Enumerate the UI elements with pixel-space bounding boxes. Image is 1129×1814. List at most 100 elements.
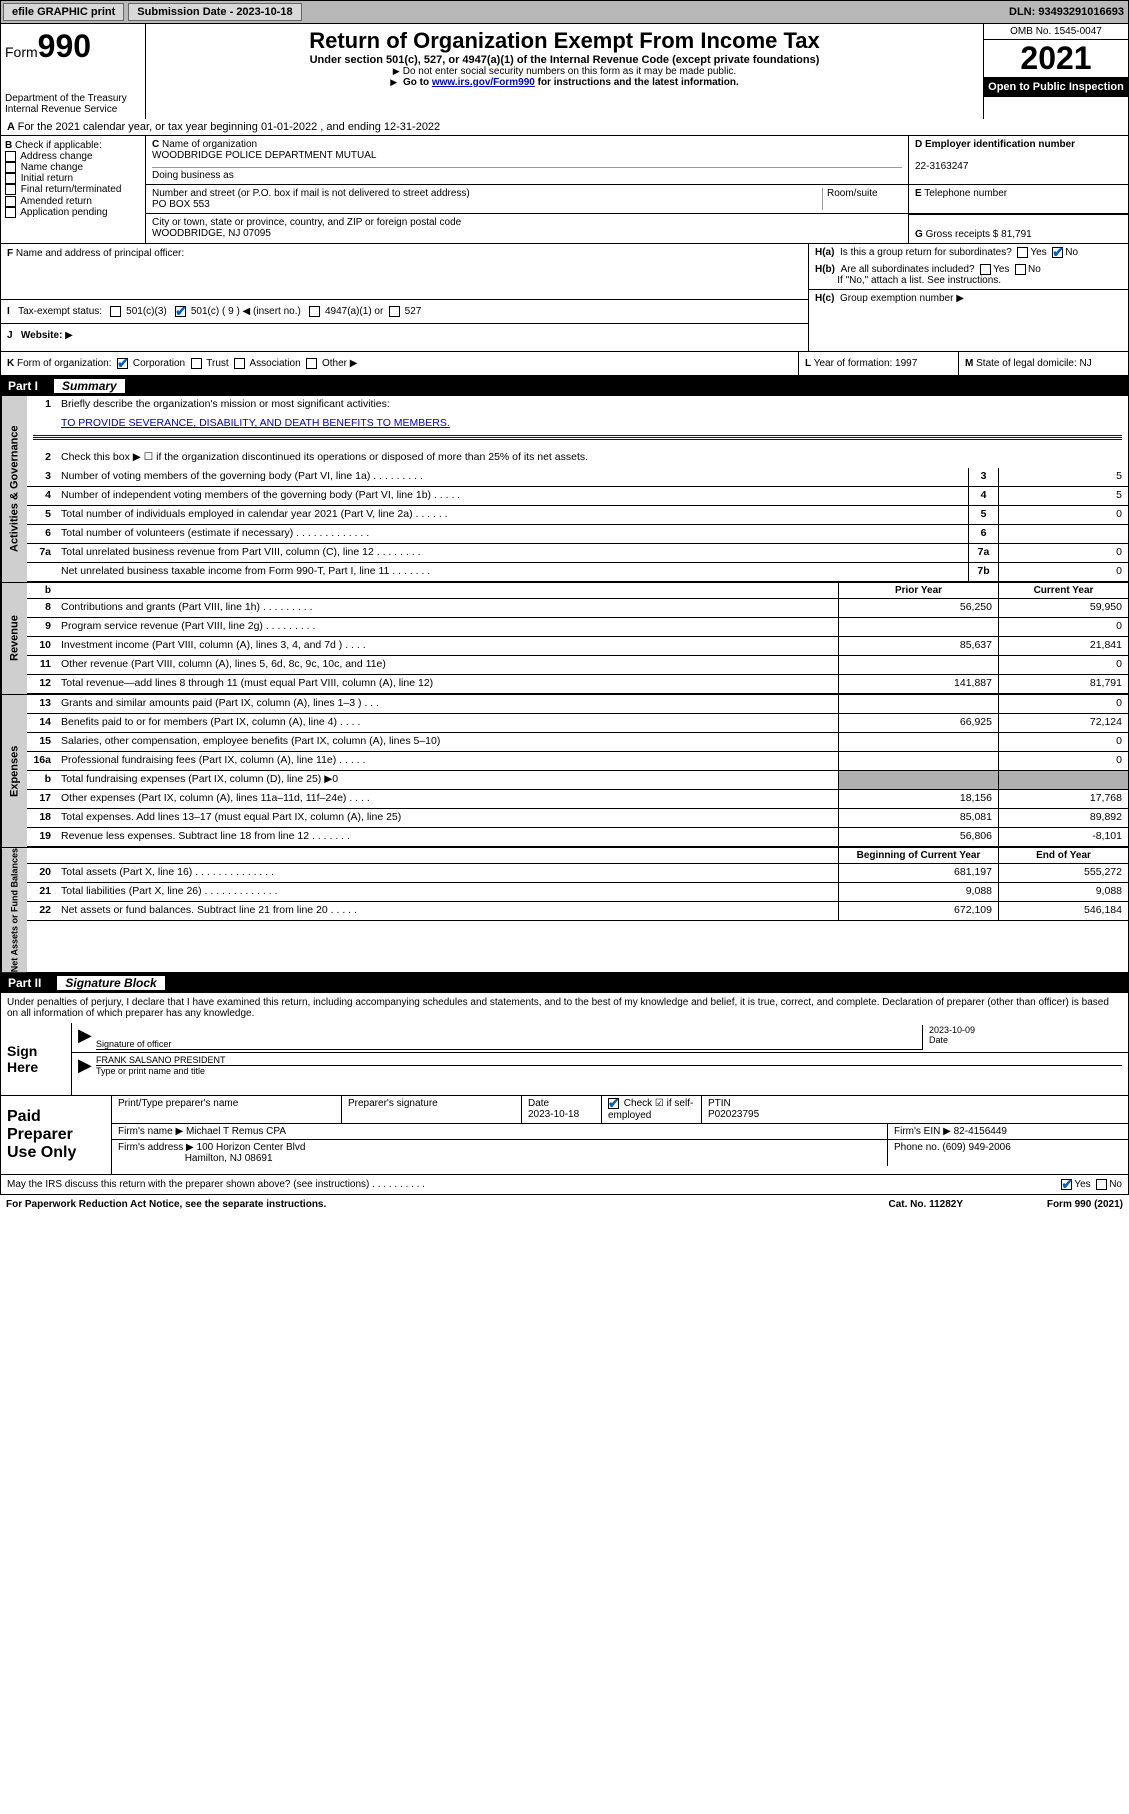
mission-text: TO PROVIDE SEVERANCE, DISABILITY, AND DE… [61, 417, 450, 429]
ha-text: Is this a group return for subordinates? [840, 247, 1012, 258]
i-opt-2: 4947(a)(1) or [325, 306, 383, 317]
rev-line: 9Program service revenue (Part VIII, lin… [27, 618, 1128, 637]
net-line: 20Total assets (Part X, line 16) . . . .… [27, 864, 1128, 883]
section-bcd: B Check if applicable: Address change Na… [0, 136, 1129, 244]
l-lead: L [805, 358, 811, 369]
k-opt-1: Trust [206, 358, 228, 369]
checkbox-discuss-no[interactable] [1096, 1179, 1107, 1190]
ha-yes: Yes [1030, 247, 1046, 258]
checkbox-ha-yes[interactable] [1017, 247, 1028, 258]
efile-button[interactable]: efile GRAPHIC print [3, 3, 124, 21]
instructions-link[interactable]: www.irs.gov/Form990 [432, 77, 535, 88]
cat-no: Cat. No. 11282Y [889, 1199, 963, 1210]
hb-yes: Yes [993, 264, 1009, 275]
hdr-end: End of Year [998, 848, 1128, 863]
date-label: Date [929, 1035, 948, 1045]
b-item-2: Initial return [21, 173, 73, 184]
paid-prep-label: Paid Preparer Use Only [1, 1096, 111, 1174]
revenue-section: Revenue bPrior YearCurrent Year 8Contrib… [0, 583, 1129, 695]
checkbox-527[interactable] [389, 306, 400, 317]
checkbox-hb-yes[interactable] [980, 264, 991, 275]
note-link: Go to www.irs.gov/Form990 for instructio… [150, 77, 979, 88]
rev-line: 11Other revenue (Part VIII, column (A), … [27, 656, 1128, 675]
paid-preparer-block: Paid Preparer Use Only Print/Type prepar… [0, 1096, 1129, 1175]
checkbox-address-change[interactable] [5, 151, 16, 162]
exp-line: bTotal fundraising expenses (Part IX, co… [27, 771, 1128, 790]
checkbox-app-pending[interactable] [5, 207, 16, 218]
hb-row: H(b) Are all subordinates included? Yes … [809, 261, 1128, 289]
omb-number: OMB No. 1545-0047 [984, 24, 1128, 40]
checkbox-discuss-yes[interactable] [1061, 1179, 1072, 1190]
discuss-yes: Yes [1074, 1179, 1090, 1190]
tel-label: Telephone number [924, 188, 1007, 199]
rev-line: 10Investment income (Part VIII, column (… [27, 637, 1128, 656]
submission-date-button[interactable]: Submission Date - 2023-10-18 [128, 3, 301, 21]
l-label: Year of formation: 1997 [814, 358, 918, 369]
checkbox-501c[interactable] [175, 306, 186, 317]
m-lead: M [965, 358, 973, 369]
city-value: WOODBRIDGE, NJ 07095 [152, 228, 271, 239]
exp-line: 19Revenue less expenses. Subtract line 1… [27, 828, 1128, 847]
officer-name: FRANK SALSANO PRESIDENT [96, 1055, 226, 1065]
checkbox-4947[interactable] [309, 306, 320, 317]
ptin-label: PTIN [708, 1098, 731, 1109]
j-lead: J [7, 330, 13, 341]
checkbox-other[interactable] [306, 358, 317, 369]
e-lead: E [915, 188, 922, 199]
note2-pre: Go to [403, 77, 432, 88]
phone-value: (609) 949-2006 [942, 1142, 1010, 1153]
hc-text: Group exemption number [840, 293, 953, 304]
row-a: A For the 2021 calendar year, or tax yea… [0, 119, 1129, 136]
vlabel-expenses: Expenses [1, 695, 27, 847]
section-klm: K Form of organization: Corporation Trus… [0, 352, 1129, 376]
net-assets-section: Net Assets or Fund Balances Beginning of… [0, 848, 1129, 973]
sig-officer-label: Signature of officer [96, 1025, 922, 1050]
checkbox-assoc[interactable] [234, 358, 245, 369]
note2-post: for instructions and the latest informat… [535, 77, 739, 88]
b-item-0: Address change [20, 151, 92, 162]
part1-header: Part I Summary [0, 376, 1129, 396]
checkbox-501c3[interactable] [110, 306, 121, 317]
line2-desc: Check this box ▶ ☐ if the organization d… [57, 449, 1128, 468]
ha-row: H(a) Is this a group return for subordin… [809, 244, 1128, 261]
city-label: City or town, state or province, country… [152, 217, 461, 228]
col-cd: C Name of organization WOODBRIDGE POLICE… [146, 136, 1128, 243]
declaration-text: Under penalties of perjury, I declare th… [0, 993, 1129, 1023]
rev-line: 12Total revenue—add lines 8 through 11 (… [27, 675, 1128, 694]
net-line: 22Net assets or fund balances. Subtract … [27, 902, 1128, 921]
subtitle: Under section 501(c), 527, or 4947(a)(1)… [150, 54, 979, 66]
exp-line: 13Grants and similar amounts paid (Part … [27, 695, 1128, 714]
d-lead: D [915, 139, 922, 150]
hdr-beginning: Beginning of Current Year [838, 848, 998, 863]
firm-name: Michael T Remus CPA [186, 1126, 286, 1137]
gov-line: 4Number of independent voting members of… [27, 487, 1128, 506]
gov-line: Net unrelated business taxable income fr… [27, 563, 1128, 582]
checkbox-trust[interactable] [191, 358, 202, 369]
phone-label: Phone no. [894, 1142, 940, 1153]
checkbox-amended[interactable] [5, 196, 16, 207]
checkbox-ha-no[interactable] [1052, 247, 1063, 258]
vlabel-activities: Activities & Governance [1, 396, 27, 582]
checkbox-final-return[interactable] [5, 184, 16, 195]
gov-line: 6Total number of volunteers (estimate if… [27, 525, 1128, 544]
section-fh: F Name and address of principal officer:… [0, 244, 1129, 352]
inspection-label: Open to Public Inspection [984, 77, 1128, 97]
checkbox-initial-return[interactable] [5, 173, 16, 184]
i-opt-0: 501(c)(3) [126, 306, 167, 317]
form-ref: Form 990 (2021) [963, 1199, 1123, 1210]
header-mid: Return of Organization Exempt From Incom… [146, 24, 983, 119]
expenses-section: Expenses 13Grants and similar amounts pa… [0, 695, 1129, 848]
c-lead: C [152, 139, 159, 150]
checkbox-self-emp[interactable] [608, 1098, 619, 1109]
dept-label: Department of the Treasury [5, 93, 141, 104]
part1-title: Summary [54, 379, 125, 393]
vlabel-netassets: Net Assets or Fund Balances [1, 848, 27, 972]
checkbox-corp[interactable] [117, 358, 128, 369]
rev-line: 8Contributions and grants (Part VIII, li… [27, 599, 1128, 618]
dln-label: DLN: 93493291016693 [1005, 6, 1128, 18]
col-h: H(a) Is this a group return for subordin… [808, 244, 1128, 351]
vlabel-revenue: Revenue [1, 583, 27, 694]
firm-name-label: Firm's name ▶ [118, 1126, 183, 1137]
checkbox-name-change[interactable] [5, 162, 16, 173]
checkbox-hb-no[interactable] [1015, 264, 1026, 275]
